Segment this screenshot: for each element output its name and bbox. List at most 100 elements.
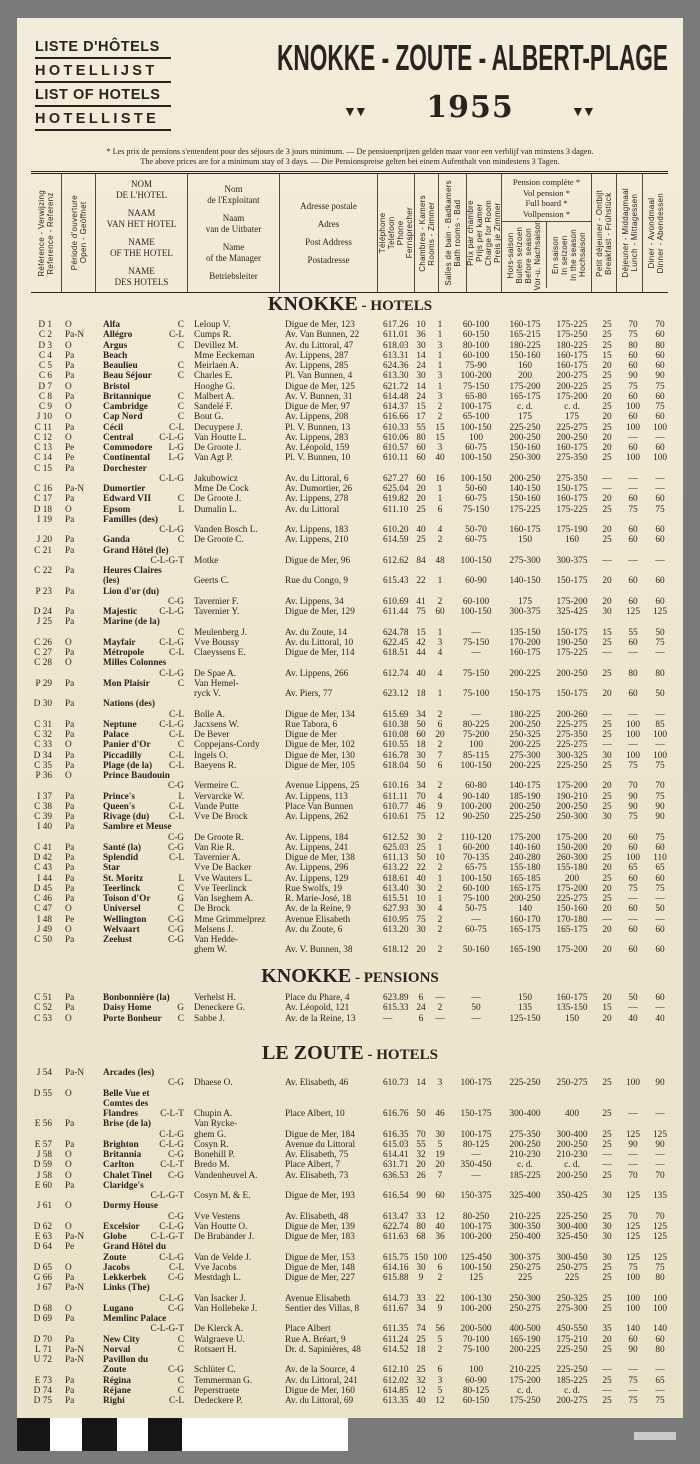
address: Av. du Littoral, 47	[285, 340, 354, 351]
address: Rue Swolfs, 19	[285, 883, 343, 894]
breakfast-price: 15	[602, 627, 612, 638]
manager: Van Iseghem A.	[187, 894, 279, 904]
room-price: 100-200	[460, 1303, 492, 1314]
lunch-price: 75	[628, 1396, 638, 1406]
manager: Vervarcke W.	[187, 792, 279, 802]
reference: C 8	[38, 391, 52, 402]
address: Av. Lippens, 113	[285, 791, 348, 802]
period: O	[65, 432, 72, 443]
phone: 610.16	[383, 781, 409, 792]
hotel-name-text: Belle Vue et	[103, 1088, 150, 1099]
in-season-price: 175-225	[556, 648, 588, 658]
in-season-price: 175-225	[556, 320, 588, 330]
in-season-price: 225-275	[556, 894, 588, 904]
manager-text: Bout G.	[194, 412, 224, 423]
table-row: C 9 O C Cambridge Sandelé F. Digue de Mer, 97…	[31, 402, 673, 412]
in-season-price: 225-250	[556, 1365, 588, 1376]
rooms: 25	[416, 535, 426, 546]
room-price: 125	[469, 1273, 483, 1283]
manager: Mme Grimmelprez	[187, 915, 279, 925]
hotel-name-text: Teerlinck	[103, 883, 141, 894]
phone: 613.30	[383, 371, 409, 382]
manager-text: Van de Velde J.	[194, 1252, 252, 1263]
period: Pa	[65, 801, 75, 812]
baths: 3	[437, 340, 443, 351]
dinner-price: —	[655, 1365, 665, 1376]
rooms: 33	[416, 1293, 426, 1304]
reference: E 73	[34, 1375, 52, 1386]
column-header-in_season: En saison In seizoen In the season Hochsais…	[546, 222, 591, 288]
rooms: 70	[416, 791, 426, 802]
hotel-name-text: Bonbonnière (la)	[103, 993, 170, 1003]
phone: 623.12	[383, 689, 409, 699]
period: Pa	[65, 371, 75, 382]
dinner-price: —	[655, 484, 665, 494]
section-heading: KNOKKE - PENSIONS	[30, 965, 670, 988]
lunch-price: 50	[628, 993, 638, 1003]
hotel-name: C Cambridge	[95, 402, 187, 412]
manager-text: ghem W.	[194, 945, 228, 956]
manager: Jakubowicz	[187, 464, 279, 485]
column-header-text: Petit déjeuner - Ontbijt	[595, 189, 604, 277]
hotel-name-text: Lekkerbek	[103, 1273, 147, 1283]
table-row: C 41 Pa C-G Santé (la) Van Rie R. Av. Lippens…	[31, 843, 673, 853]
lunch-price: 90	[628, 1139, 638, 1150]
dinner-price: —	[655, 1003, 665, 1014]
hotel-name: C-G Lugano	[95, 1304, 187, 1314]
column-header-text: Before season	[524, 227, 533, 283]
address: Av. Lippens, 183	[285, 525, 349, 535]
baths: 40	[435, 453, 445, 464]
rooms: 24	[416, 1003, 426, 1014]
hotel-name: C-L Jacobs	[95, 1263, 187, 1273]
reference: D 30	[33, 699, 52, 710]
period: Pa	[65, 566, 75, 576]
hotel-name-text: Dormy House	[103, 1201, 159, 1212]
category: C-G	[167, 832, 184, 843]
lunch-price: 60	[628, 832, 638, 843]
in-season-price: 150-175	[556, 576, 588, 587]
period: Pa	[65, 1334, 75, 1345]
off-season-price: 275-350	[509, 1129, 541, 1140]
period: Pa	[65, 494, 75, 505]
table-row: E 63 Pa-N C-L-G-T Globe De Brabander J. Digue…	[31, 1232, 673, 1242]
room-price: 60-100	[462, 596, 490, 607]
room-price: 100-200	[460, 801, 492, 812]
room-price: 75-100	[462, 894, 490, 904]
in-season-price: c. d.	[564, 1385, 580, 1396]
room-price: 75-150	[462, 637, 490, 648]
reference: L 71	[35, 1344, 52, 1355]
rooms: 25	[416, 1365, 426, 1376]
category: C-L	[169, 709, 184, 720]
room-price: 60-100	[462, 350, 490, 361]
hotel-name: C-G Britannia	[95, 1150, 187, 1160]
off-season-price: 200-225	[509, 1344, 541, 1355]
manager-text: Bredo M.	[194, 1160, 230, 1171]
in-season-price: 170-180	[556, 914, 588, 925]
address: Avenue Elisabeth	[285, 1293, 351, 1304]
dinner-price: 60	[655, 576, 665, 587]
reference: C 28	[34, 658, 52, 669]
table-row: C 14 Pe L-G Continental Van Agt P. Pl. V. Bun…	[31, 453, 673, 463]
reference: C 11	[34, 422, 52, 433]
period: Pa-N	[65, 484, 85, 494]
reference: G 66	[33, 1273, 52, 1283]
manager-text: Van Rycke-	[194, 1119, 238, 1130]
category: C	[177, 678, 184, 689]
reference: P 23	[35, 586, 52, 597]
baths: 1	[437, 330, 443, 341]
manager: Tavernier F.	[187, 587, 279, 608]
manager: Van Rie R.	[187, 843, 279, 853]
manager-text: Malbert A.	[194, 391, 235, 402]
column-header-text: Adresse postale	[300, 200, 357, 211]
address: Av. Lippens, 287	[285, 350, 349, 361]
lunch-price: 70	[628, 781, 638, 792]
manager-text: De Groote C.	[194, 535, 244, 546]
lunch-price: 60	[628, 361, 638, 371]
phone: 616.66	[383, 412, 409, 423]
section-heading-sub: - PENSIONS	[351, 970, 439, 986]
footnote-line: * Les prix de pensions s'entendent pour …	[106, 147, 594, 156]
category: L	[178, 504, 184, 515]
room-price: 80-100	[462, 340, 490, 351]
hotel-name-text: Edward VII	[103, 494, 152, 505]
baths: 20	[435, 1160, 445, 1171]
